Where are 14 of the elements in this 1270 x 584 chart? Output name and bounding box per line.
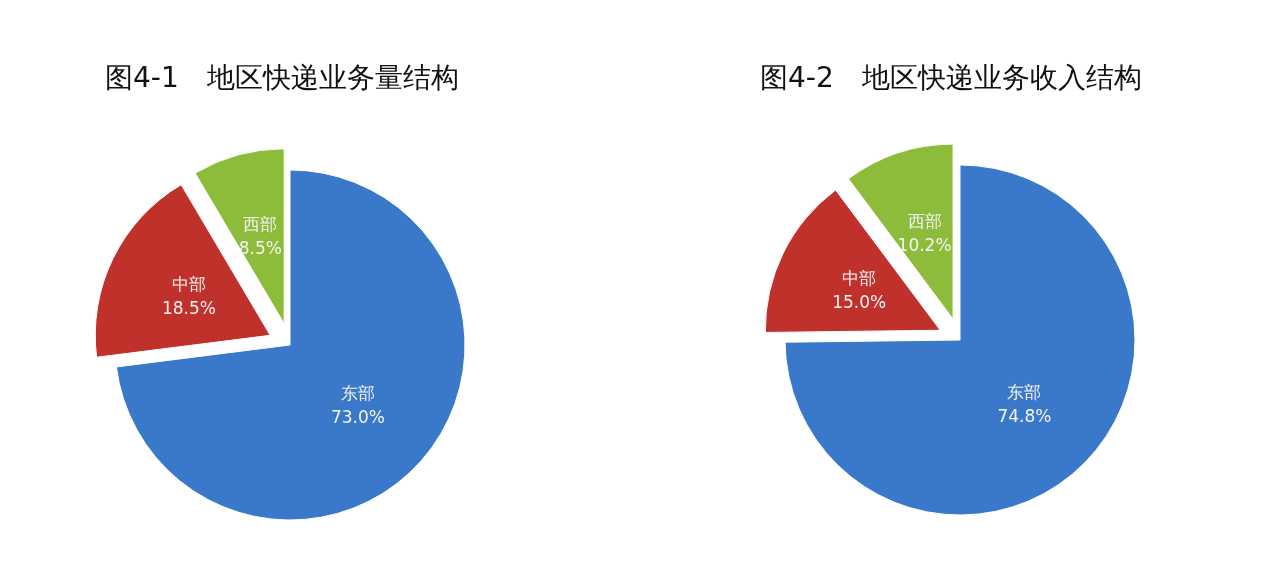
data-label: 18.5% [161, 297, 216, 318]
slice-label: 东部 [340, 382, 375, 403]
chart-title: 图4-1 地区快递业务量结构 [105, 60, 459, 94]
chart-title: 图4-2 地区快递业务收入结构 [760, 60, 1142, 94]
data-label: 10.2% [897, 235, 952, 256]
data-label: 73.0% [330, 406, 385, 427]
data-label: 8.5% [238, 238, 282, 259]
slice-label: 西部 [243, 214, 278, 235]
slice-label: 中部 [171, 273, 206, 294]
slice-label: 西部 [907, 211, 942, 232]
data-label: 15.0% [832, 292, 887, 313]
slice-label: 东部 [1007, 381, 1042, 402]
slice-label: 中部 [842, 268, 877, 289]
data-label: 74.8% [997, 405, 1052, 426]
